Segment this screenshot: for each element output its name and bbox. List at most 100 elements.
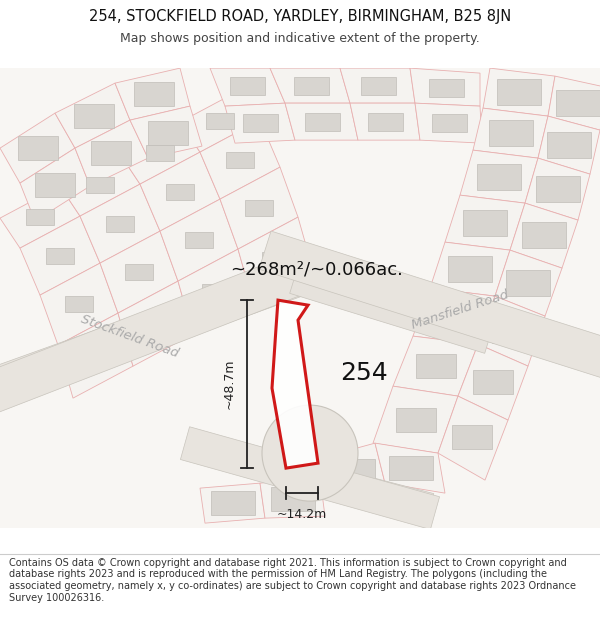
- Polygon shape: [46, 248, 74, 264]
- Polygon shape: [473, 369, 513, 394]
- Text: 254, STOCKFIELD ROAD, YARDLEY, BIRMINGHAM, B25 8JN: 254, STOCKFIELD ROAD, YARDLEY, BIRMINGHA…: [89, 9, 511, 24]
- Polygon shape: [225, 103, 295, 143]
- Polygon shape: [185, 232, 213, 248]
- Polygon shape: [525, 158, 590, 220]
- Polygon shape: [547, 132, 591, 158]
- Polygon shape: [290, 259, 495, 353]
- Polygon shape: [26, 209, 54, 225]
- Polygon shape: [226, 152, 254, 168]
- Polygon shape: [142, 316, 170, 332]
- Polygon shape: [60, 154, 140, 216]
- Polygon shape: [140, 152, 220, 231]
- Polygon shape: [488, 120, 533, 146]
- Polygon shape: [80, 184, 160, 263]
- Polygon shape: [331, 459, 374, 482]
- Polygon shape: [538, 116, 600, 174]
- Polygon shape: [434, 304, 474, 328]
- Polygon shape: [350, 103, 420, 140]
- Polygon shape: [548, 76, 600, 130]
- Polygon shape: [452, 426, 492, 449]
- Polygon shape: [91, 141, 131, 165]
- Polygon shape: [259, 231, 600, 379]
- Text: Contains OS data © Crown copyright and database right 2021. This information is : Contains OS data © Crown copyright and d…: [9, 558, 576, 602]
- Polygon shape: [413, 288, 495, 344]
- Polygon shape: [211, 491, 254, 515]
- Text: 254: 254: [340, 361, 388, 385]
- Polygon shape: [510, 203, 578, 268]
- Polygon shape: [491, 319, 532, 342]
- Polygon shape: [432, 114, 467, 132]
- Polygon shape: [238, 217, 313, 302]
- Polygon shape: [230, 78, 265, 96]
- Polygon shape: [410, 68, 480, 106]
- Polygon shape: [368, 112, 403, 131]
- Polygon shape: [181, 427, 440, 529]
- Text: Map shows position and indicative extent of the property.: Map shows position and indicative extent…: [120, 32, 480, 46]
- Polygon shape: [415, 103, 482, 143]
- Polygon shape: [200, 120, 280, 199]
- Polygon shape: [115, 68, 190, 120]
- Polygon shape: [340, 68, 415, 103]
- Polygon shape: [106, 216, 134, 232]
- Polygon shape: [196, 434, 434, 522]
- Polygon shape: [458, 344, 528, 420]
- Polygon shape: [100, 231, 178, 313]
- Polygon shape: [0, 254, 308, 412]
- Polygon shape: [200, 483, 265, 523]
- Polygon shape: [395, 408, 436, 432]
- Polygon shape: [260, 478, 325, 518]
- Polygon shape: [65, 296, 93, 312]
- Polygon shape: [522, 222, 566, 248]
- Polygon shape: [438, 396, 508, 480]
- Polygon shape: [202, 284, 229, 299]
- Polygon shape: [320, 443, 385, 498]
- Polygon shape: [389, 456, 433, 480]
- Polygon shape: [556, 89, 600, 116]
- Polygon shape: [473, 108, 548, 158]
- Circle shape: [262, 405, 358, 501]
- Polygon shape: [305, 112, 340, 131]
- Polygon shape: [125, 264, 153, 280]
- Polygon shape: [20, 148, 90, 221]
- Polygon shape: [463, 209, 507, 236]
- Polygon shape: [20, 216, 100, 295]
- Polygon shape: [166, 184, 194, 199]
- Polygon shape: [262, 252, 290, 268]
- Polygon shape: [134, 82, 174, 106]
- Polygon shape: [0, 255, 316, 406]
- Polygon shape: [0, 113, 75, 183]
- Polygon shape: [178, 249, 253, 334]
- Polygon shape: [265, 236, 600, 376]
- Polygon shape: [160, 199, 238, 281]
- Polygon shape: [294, 77, 329, 94]
- Polygon shape: [75, 120, 148, 186]
- Polygon shape: [35, 173, 75, 197]
- Polygon shape: [58, 313, 133, 398]
- Polygon shape: [483, 68, 555, 116]
- Polygon shape: [270, 68, 350, 103]
- Polygon shape: [497, 79, 541, 105]
- Polygon shape: [495, 250, 562, 316]
- Polygon shape: [245, 200, 273, 216]
- Polygon shape: [242, 114, 277, 132]
- Polygon shape: [430, 242, 510, 296]
- Polygon shape: [361, 77, 396, 94]
- Text: ~48.7m: ~48.7m: [223, 359, 235, 409]
- Polygon shape: [220, 167, 298, 249]
- Text: Stockfield Road: Stockfield Road: [79, 312, 181, 360]
- Polygon shape: [55, 83, 130, 148]
- Polygon shape: [536, 176, 580, 202]
- Polygon shape: [296, 262, 524, 349]
- Polygon shape: [415, 354, 455, 377]
- Polygon shape: [478, 296, 545, 366]
- Polygon shape: [86, 177, 114, 193]
- Text: Mansfield Road: Mansfield Road: [410, 288, 510, 332]
- Polygon shape: [272, 300, 318, 468]
- Polygon shape: [17, 136, 58, 160]
- Polygon shape: [210, 68, 285, 106]
- Polygon shape: [148, 121, 187, 144]
- Polygon shape: [82, 348, 110, 364]
- Text: ~14.2m: ~14.2m: [277, 508, 327, 521]
- Polygon shape: [74, 104, 114, 128]
- Polygon shape: [373, 386, 458, 453]
